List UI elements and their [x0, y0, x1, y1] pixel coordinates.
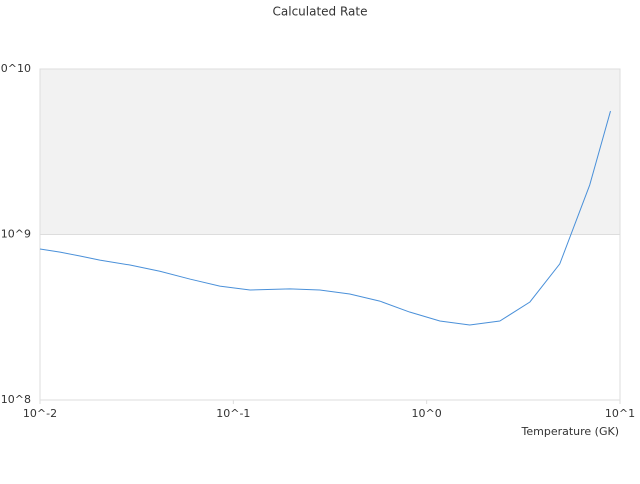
x-tick-label: 10^1	[605, 407, 635, 420]
x-axis-label: Temperature (GK)	[521, 425, 620, 438]
y-tick-label: 10^9	[1, 228, 31, 241]
x-tick-label: 10^0	[412, 407, 442, 420]
y-tick-label: 10^10	[0, 62, 31, 75]
band	[40, 69, 620, 235]
x-tick-label: 10^-2	[23, 407, 57, 420]
y-tick-label: 10^8	[1, 393, 31, 406]
x-tick-label: 10^-1	[216, 407, 250, 420]
line	[39, 110, 611, 326]
chart-title: Calculated Rate	[273, 5, 368, 19]
